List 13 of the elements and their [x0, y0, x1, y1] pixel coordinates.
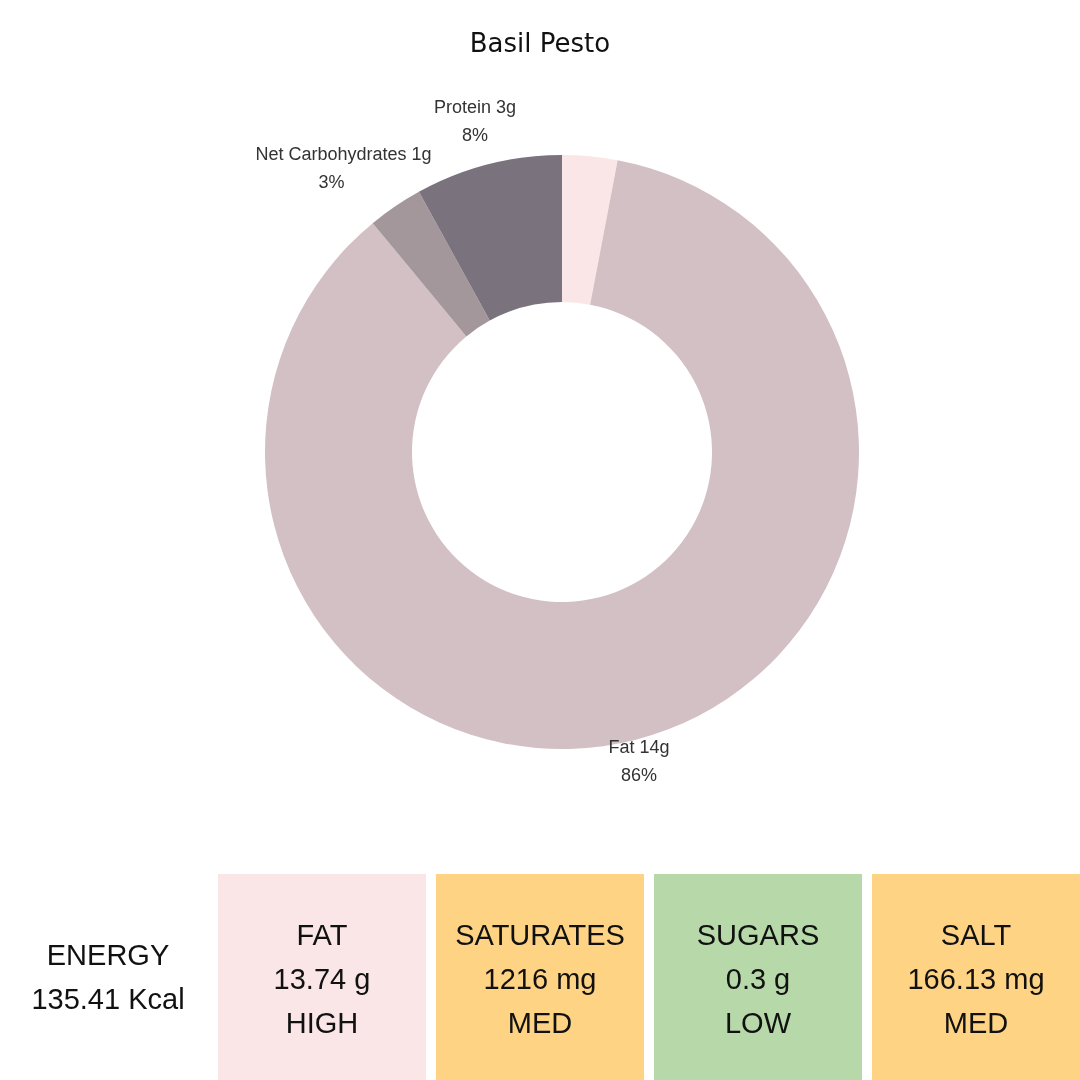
data-label: 3% [318, 172, 345, 193]
slice-label: Fat 14g [608, 736, 670, 757]
nutrient-panel: FAT 13.74 g HIGH [218, 874, 426, 1080]
data-label: 86% [621, 764, 658, 785]
nutrient-panel: SUGARS 0.3 g LOW [654, 874, 862, 1080]
slice-label: Net Carbohydrates 1g [255, 144, 432, 165]
data-label: 8% [461, 125, 488, 146]
donut-slice [372, 191, 490, 337]
chart-title: Basil Pesto [468, 28, 612, 58]
nutrient-panel: SATURATES 1216 mg MED [436, 874, 644, 1080]
slice-label: Protein 3g [433, 97, 516, 118]
donut-slice [562, 155, 618, 305]
nutrient-panel: SALT 166.13 mg MED [872, 874, 1080, 1080]
